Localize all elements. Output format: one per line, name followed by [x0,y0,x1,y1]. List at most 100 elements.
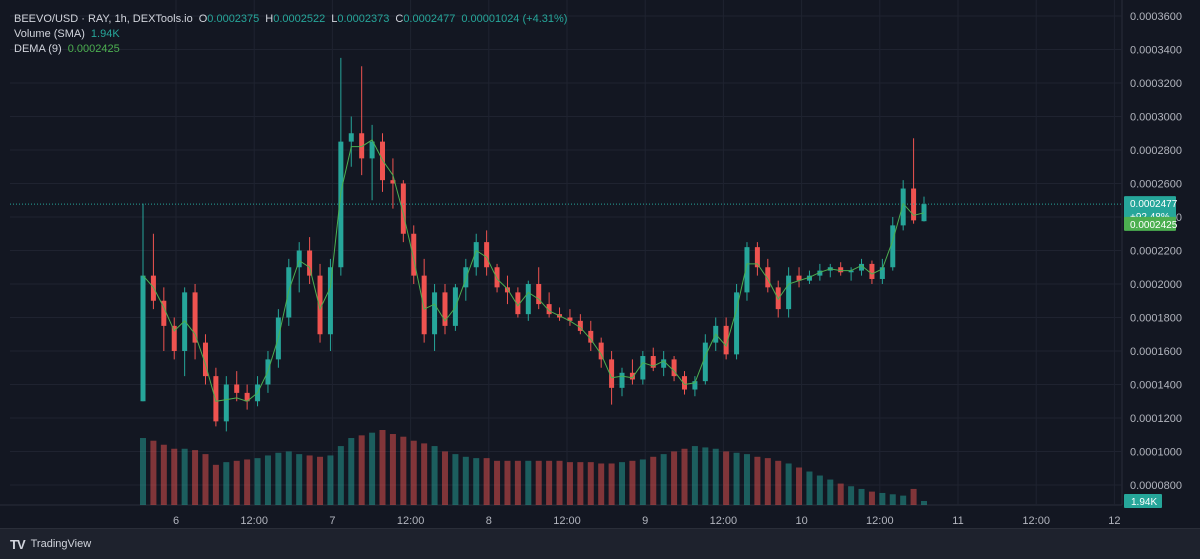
candle-body[interactable] [390,180,396,184]
candle-body[interactable] [681,376,687,390]
candle-body[interactable] [744,247,750,293]
candle-body[interactable] [525,284,531,315]
candle-body[interactable] [859,263,865,271]
candle-body[interactable] [848,270,854,273]
candle-body[interactable] [369,141,375,159]
candle-body[interactable] [244,392,250,402]
candle-body[interactable] [473,242,479,268]
candle-body[interactable] [307,250,313,276]
candle-body[interactable] [734,292,740,355]
candle-body[interactable] [296,250,302,268]
svg-text:0.0002477: 0.0002477 [1130,199,1178,210]
candle-body[interactable] [484,242,490,268]
y-tick-label: 0.0000800 [1130,480,1182,492]
candle-body[interactable] [161,300,167,326]
volume-bar [608,463,615,505]
volume-bar [806,471,813,505]
y-tick-label: 0.0003000 [1130,112,1182,124]
candle-body[interactable] [400,183,406,234]
price-chart[interactable]: 0.0003600 0.0003400 0.0003200 0.0003000 0.00… [0,0,1200,530]
x-tick-label: 7 [329,515,335,527]
volume-bar [296,454,303,505]
change-value: 0.00001024 (+4.31%) [461,13,568,25]
volume-row[interactable]: Volume (SMA) 1.94K [14,27,567,42]
candle-body[interactable] [442,292,448,326]
candle-body[interactable] [411,233,417,276]
candle-body[interactable] [348,133,354,142]
candle-body[interactable] [536,284,542,305]
y-tick-label: 0.0001600 [1130,346,1182,358]
x-tick-label: 9 [642,515,648,527]
candle-body[interactable] [765,267,771,288]
volume-bar [546,460,553,505]
candle-body[interactable] [171,325,177,351]
candle-body[interactable] [879,267,885,279]
candle-body[interactable] [463,267,469,288]
candle-body[interactable] [723,325,729,355]
volume-bar [785,463,792,505]
candle-body[interactable] [869,263,875,279]
candle-body[interactable] [890,225,896,268]
candle-body[interactable] [754,247,760,268]
candle-body[interactable] [515,292,521,315]
candle-body[interactable] [223,384,229,422]
candle-body[interactable] [202,342,208,377]
candle-body[interactable] [317,275,323,335]
candle-body[interactable] [671,359,677,377]
candle-body[interactable] [817,270,823,276]
volume-bar [285,451,292,505]
candle-body[interactable] [234,384,240,393]
candle-body[interactable] [921,204,927,222]
volume-bar [827,479,834,505]
candle-body[interactable] [192,292,198,343]
candle-body[interactable] [702,342,708,382]
candle-body[interactable] [213,376,219,422]
candle-body[interactable] [609,359,615,388]
x-tick-label: 12:00 [710,515,738,527]
candle-body[interactable] [692,381,698,390]
candle-body[interactable] [786,275,792,310]
volume-bar [369,432,376,505]
candle-body[interactable] [629,372,635,380]
candle-body[interactable] [806,275,812,281]
volume-bar [223,462,230,505]
y-tick-label: 0.0003600 [1130,11,1182,23]
candle-body[interactable] [494,267,500,288]
candle-body[interactable] [598,342,604,360]
candle-body[interactable] [661,359,667,368]
x-tick-label: 12:00 [1022,515,1050,527]
candle-body[interactable] [900,188,906,226]
symbol-label[interactable]: BEEVO/USD · RAY, 1h, DEXTools.io [14,13,193,25]
candle-body[interactable] [327,267,333,335]
footer-bar: TV TradingView [0,528,1200,559]
candle-body[interactable] [432,292,438,335]
candle-body[interactable] [359,133,365,159]
candle-body[interactable] [838,267,844,273]
candle-body[interactable] [182,292,188,351]
volume-bar [566,462,573,505]
candle-body[interactable] [588,330,594,343]
candle-body[interactable] [577,320,583,331]
volume-bar [348,438,355,505]
candle-body[interactable] [567,317,573,321]
volume-bar [900,495,907,505]
volume-bar [264,455,271,505]
candle-body[interactable] [140,275,146,402]
candle-body[interactable] [546,304,552,315]
candle-body[interactable] [796,275,802,281]
ohlc-row: BEEVO/USD · RAY, 1h, DEXTools.io O0.0002… [14,12,567,27]
candle-body[interactable] [640,356,646,380]
volume-bar [441,451,448,505]
dema-row[interactable]: DEMA (9) 0.0002425 [14,42,567,57]
volume-bar [681,448,688,505]
candle-body[interactable] [650,356,656,368]
candle-body[interactable] [619,372,625,388]
volume-bar [743,454,750,505]
candle-body[interactable] [421,275,427,335]
tradingview-logo[interactable]: TV TradingView [10,537,91,552]
brand-name: TradingView [30,538,92,550]
volume-bar [754,456,761,505]
grid-lines [0,0,1123,506]
volume-bar [233,460,240,505]
